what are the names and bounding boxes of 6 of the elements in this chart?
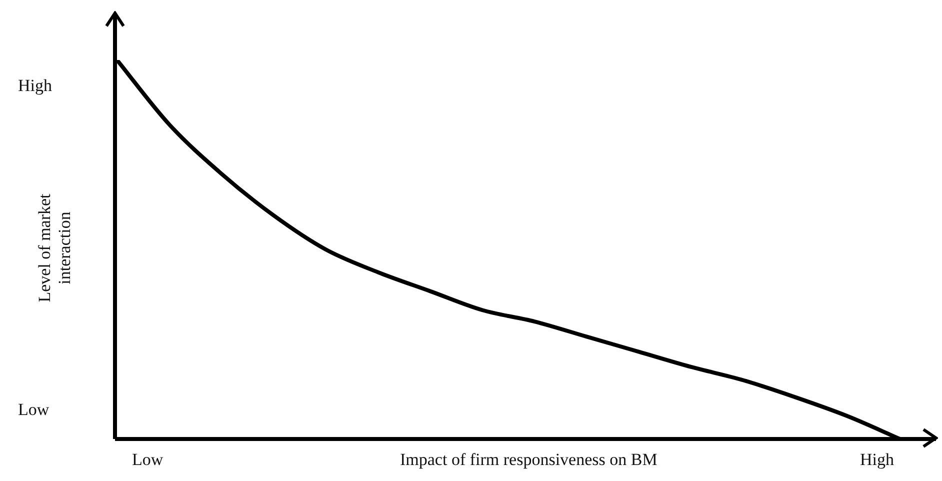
text: Low [18, 400, 50, 420]
text: High [860, 450, 894, 470]
text: High [18, 76, 52, 96]
text: Low [132, 450, 164, 470]
x-axis-title: Impact of firm responsiveness on BM [400, 450, 658, 470]
y-axis-title: Level of market interaction [35, 192, 75, 304]
